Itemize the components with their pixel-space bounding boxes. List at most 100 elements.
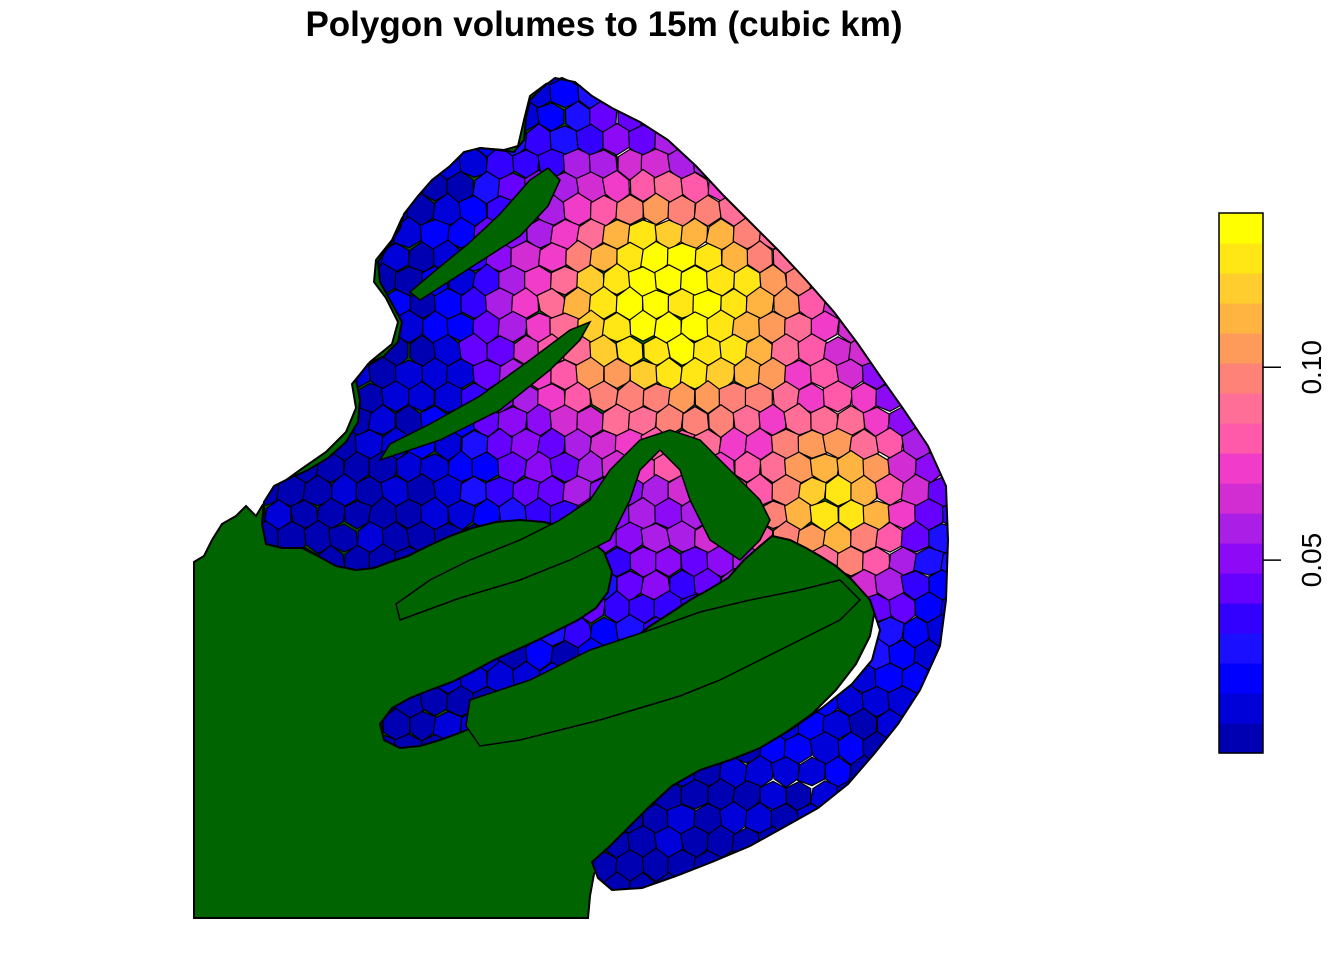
legend-tick-label: 0.05 [1296,533,1327,588]
polygon-cell [784,872,814,890]
polygon-cell [927,192,948,226]
polygon-cell [862,217,893,252]
polygon-cell [380,146,410,179]
polygon-cell [850,802,878,837]
polygon-cell [837,311,867,344]
polygon-cell [771,195,800,227]
polygon-cell [264,266,295,296]
legend-color-step [1219,513,1263,544]
polygon-cell [927,708,948,744]
polygon-cell [914,825,945,860]
polygon-cell [888,873,918,890]
legend-color-step [1219,543,1263,574]
polygon-cell [929,332,948,366]
polygon-cell [262,78,268,112]
polygon-cell [420,78,449,108]
polygon-cell [875,239,905,276]
polygon-cell [798,851,827,881]
polygon-cell [783,78,815,108]
polygon-cell [759,78,789,109]
polygon-cell [926,754,948,788]
polygon-cell [887,265,916,296]
polygon-cell [276,427,306,459]
polygon-cell [380,101,412,135]
polygon-cell [940,357,948,390]
polygon-cell [329,289,358,322]
polygon-cell [304,334,334,366]
polygon-cell [627,78,659,112]
polygon-cell [863,264,891,296]
polygon-cell [705,123,737,157]
polygon-cell [887,824,919,857]
polygon-cell [303,148,334,181]
polygon-cell [537,242,568,273]
polygon-cell [549,451,581,483]
legend-color-step [1219,453,1263,484]
polygon-cell [875,146,906,181]
legend-color-step [1219,243,1263,274]
polygon-cell [433,102,463,134]
legend-frame [1218,212,1264,754]
polygon-cell [706,78,736,109]
polygon-cell [939,403,948,438]
polygon-cell [926,849,948,883]
polygon-cell [485,100,514,135]
polygon-cell [926,288,948,322]
polygon-cell [888,309,919,345]
polygon-cell [262,429,280,463]
polygon-cell [901,287,932,323]
polygon-cell [863,78,892,109]
polygon-cell [680,78,711,111]
polygon-cell [941,500,948,531]
polygon-cell [289,171,319,202]
polygon-cell [798,101,826,133]
polygon-cell [915,78,943,109]
polygon-cell [420,125,449,157]
polygon-cell [408,99,437,135]
polygon-cell [940,591,948,627]
polygon-cell [939,78,948,110]
polygon-cell [861,874,893,890]
polygon-cell [641,78,670,88]
polygon-cell [705,872,737,890]
polygon-cell [262,148,282,178]
polygon-cell [718,78,748,86]
polygon-cell [875,754,905,788]
polygon-cell [433,78,462,88]
polygon-cell [459,78,488,86]
polygon-cell [771,100,802,136]
polygon-cell [875,286,904,319]
polygon-cell [262,285,282,320]
polygon-cell [901,193,932,228]
polygon-cell [718,145,750,178]
polygon-cell [262,195,282,226]
polygon-cell [889,78,918,112]
polygon-cell [887,731,918,765]
polygon-cell [343,500,373,530]
polygon-cell [848,242,878,275]
polygon-cell [861,780,890,810]
color-legend: 0.05 0.10 [1218,212,1327,754]
map-title: Polygon volumes to 15m (cubic km) [305,5,903,44]
polygon-cell [278,289,307,322]
polygon-cell [329,193,359,226]
legend-color-step [1219,333,1263,364]
polygon-cell [901,851,930,881]
polygon-cell [796,78,826,85]
polygon-cell [262,451,268,486]
polygon-cell [367,312,397,343]
polygon-cell [614,78,645,87]
polygon-cell [303,194,334,228]
polygon-cell [889,168,919,202]
polygon-cell [903,99,931,134]
polygon-cell [900,148,932,182]
polygon-cell [590,78,619,87]
polygon-cell [315,122,346,155]
polygon-cell [316,265,347,297]
polygon-cell [382,78,410,87]
polygon-cell [874,78,905,89]
polygon-cell [824,848,853,882]
polygon-cell [835,264,867,299]
polygon-cell [771,849,800,884]
polygon-cell [913,873,945,890]
